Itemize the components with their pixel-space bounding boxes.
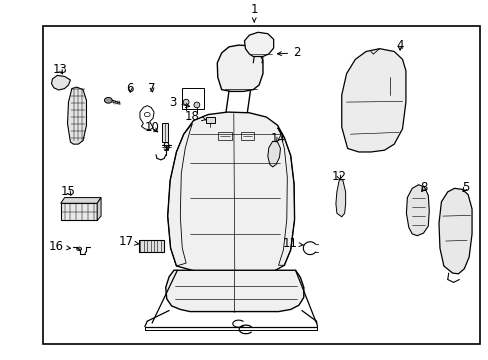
Ellipse shape <box>77 247 81 251</box>
Polygon shape <box>217 45 263 91</box>
Bar <box>138 240 163 252</box>
Text: 15: 15 <box>61 185 76 198</box>
Text: 7: 7 <box>148 82 156 95</box>
Polygon shape <box>51 75 70 90</box>
Text: 17: 17 <box>119 235 139 248</box>
Bar <box>240 132 254 140</box>
Text: 9: 9 <box>162 141 169 154</box>
Bar <box>205 117 215 123</box>
Polygon shape <box>167 112 294 271</box>
Text: 1: 1 <box>250 3 258 22</box>
Bar <box>42 26 479 345</box>
Text: 10: 10 <box>144 121 159 134</box>
Text: 6: 6 <box>126 82 134 95</box>
Text: 16: 16 <box>48 240 70 253</box>
Polygon shape <box>97 198 101 220</box>
Text: 4: 4 <box>396 39 403 51</box>
Text: 8: 8 <box>420 181 427 194</box>
Bar <box>61 203 97 220</box>
Text: 3: 3 <box>169 96 189 109</box>
Bar <box>218 132 231 140</box>
Polygon shape <box>406 185 428 236</box>
Polygon shape <box>61 198 101 203</box>
Polygon shape <box>267 141 280 167</box>
Text: 18: 18 <box>184 110 205 123</box>
Polygon shape <box>341 49 405 152</box>
Ellipse shape <box>194 102 200 108</box>
Polygon shape <box>335 180 345 217</box>
Polygon shape <box>67 87 86 144</box>
Text: 5: 5 <box>461 181 468 194</box>
Ellipse shape <box>104 98 112 103</box>
Text: 2: 2 <box>277 46 300 59</box>
Polygon shape <box>244 32 273 57</box>
Text: 14: 14 <box>270 132 285 145</box>
Text: 11: 11 <box>283 237 303 251</box>
Polygon shape <box>165 270 303 312</box>
Ellipse shape <box>183 99 189 105</box>
Bar <box>182 88 203 109</box>
Text: 13: 13 <box>52 63 67 76</box>
Text: 12: 12 <box>331 170 346 183</box>
Bar <box>162 123 167 142</box>
Polygon shape <box>438 188 471 274</box>
